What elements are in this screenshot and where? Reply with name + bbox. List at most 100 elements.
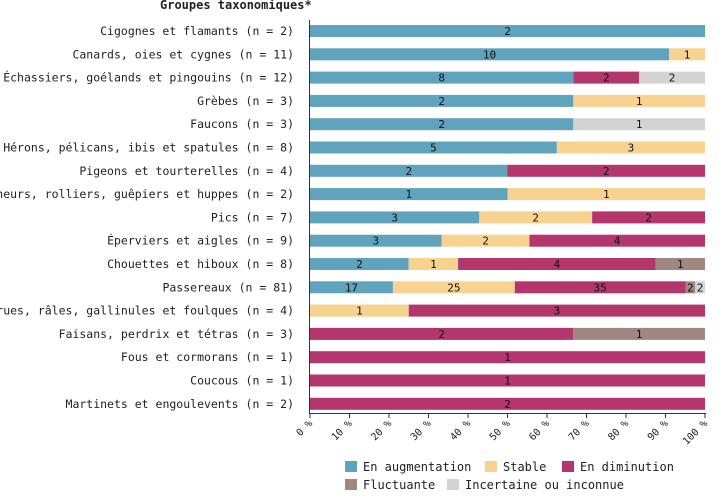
legend-swatch: [562, 461, 574, 472]
bar-segment: [310, 281, 393, 294]
category-label: Fous et cormorans (n = 1): [121, 350, 294, 364]
bar-segment: [573, 71, 640, 84]
x-axis-ticks: 0 % 10 % 20 % 30 % 40 % 50 % 60 % 70 % 80 % 90 % 1…: [295, 413, 710, 447]
bar-segment: [310, 71, 574, 84]
bar-segment: [310, 25, 705, 37]
legend-swatch: [345, 461, 357, 472]
bar-segment: [573, 327, 705, 340]
bar-segment: [310, 94, 574, 107]
data-label: 1: [636, 328, 643, 341]
category-label: Faucons (n = 3): [190, 117, 294, 131]
bar-segment: [639, 71, 705, 84]
chart-title: Groupes taxonomiques*: [160, 0, 312, 12]
category-label: Pigeons et tourterelles (n = 4): [79, 164, 294, 178]
data-label: 3: [628, 142, 635, 155]
bar-segment: [392, 281, 515, 294]
bars: [310, 25, 705, 410]
x-tick-label: 80 %: [606, 418, 631, 443]
legend-label: Stable: [503, 460, 546, 474]
bar-segment: [310, 351, 705, 364]
bar-segment: [310, 258, 409, 270]
bar-segment: [310, 48, 670, 61]
bar-segment: [310, 374, 705, 387]
data-label: 2: [405, 165, 412, 178]
data-label: 2: [504, 25, 511, 38]
data-labels: 210 18 2 22 12 15 32 21 13 2 23 2 42 1 4 117 25 35 2 21 32 11…: [345, 25, 704, 411]
data-label: 2: [603, 72, 610, 85]
category-label: Martins-pêcheurs, rolliers, guêpiers et …: [0, 187, 294, 201]
data-label: 2: [504, 398, 511, 411]
bar-segment: [458, 258, 656, 270]
data-label: 2: [687, 281, 694, 294]
x-tick-label: 100 %: [681, 418, 710, 447]
bar-segment: [573, 94, 705, 107]
x-tick-label: 50 %: [488, 418, 513, 443]
data-label: 1: [636, 118, 643, 131]
data-label: 1: [677, 258, 684, 271]
x-tick-label: 60 %: [527, 418, 552, 443]
bar-segment: [695, 281, 705, 294]
data-label: 1: [684, 48, 691, 61]
category-label: Martinets et engoulevents (n = 2): [66, 397, 294, 411]
data-label: 8: [438, 72, 445, 85]
legend-label: En augmentation: [363, 460, 471, 474]
bar-segment: [310, 211, 480, 224]
legend-label: Fluctuante: [363, 478, 435, 492]
category-label: Coucous (n = 1): [190, 374, 294, 388]
bar-segment: [441, 234, 530, 247]
data-label: 2: [438, 328, 445, 341]
data-label: 2: [438, 118, 445, 131]
category-label: Échassiers, goélands et pingouins (n = 1…: [3, 70, 294, 85]
data-label: 1: [636, 95, 643, 108]
category-label: Grues, râles, gallinules et foulques (n …: [0, 304, 294, 318]
data-label: 2: [645, 211, 652, 224]
bar-segment: [655, 258, 705, 270]
bar-segment: [507, 164, 705, 177]
x-tick-label: 90 %: [646, 418, 671, 443]
category-label: Passereaux (n = 81): [162, 280, 294, 294]
data-label: 1: [504, 375, 511, 388]
data-label: 2: [356, 258, 363, 271]
category-label: Pics (n = 7): [211, 210, 294, 224]
bar-segment: [408, 304, 705, 317]
x-tick-label: 70 %: [567, 418, 592, 443]
data-label: 2: [482, 235, 489, 248]
bar-segment: [310, 397, 705, 410]
x-tick-label: 20 %: [369, 418, 394, 443]
data-label: 25: [447, 281, 460, 294]
x-tick-label: 10 %: [330, 418, 355, 443]
category-label: Faisans, perdrix et tétras (n = 3): [59, 327, 294, 341]
category-label: Canards, oies et cygnes (n = 11): [72, 47, 294, 61]
bar-segment: [310, 141, 557, 154]
data-label: 1: [430, 258, 437, 271]
data-label: 5: [430, 142, 437, 155]
bar-segment: [310, 304, 409, 317]
bar-segment: [514, 281, 686, 294]
data-label: 1: [603, 188, 610, 201]
category-label: Cigognes et flamants (n = 2): [100, 24, 294, 38]
bar-segment: [479, 211, 593, 224]
category-label: Grèbes (n = 3): [197, 94, 294, 108]
legend-label: En diminution: [580, 460, 674, 474]
x-tick-label: 40 %: [448, 418, 473, 443]
data-label: 10: [483, 48, 496, 61]
data-label: 3: [391, 211, 398, 224]
legend-swatch: [345, 479, 357, 490]
category-label: Éperviers et aigles (n = 9): [107, 233, 294, 248]
bar-segment: [310, 234, 442, 247]
data-label: 1: [504, 351, 511, 364]
data-label: 3: [373, 235, 380, 248]
data-label: 2: [669, 72, 676, 85]
data-label: 2: [697, 281, 704, 294]
bar-segment: [408, 258, 459, 270]
bar-segment: [310, 164, 508, 177]
data-label: 2: [438, 95, 445, 108]
bar-segment: [592, 211, 705, 224]
legend: En augmentation Stable En diminution Fluctu…: [345, 460, 674, 492]
legend-swatch: [447, 479, 459, 490]
legend-swatch: [485, 461, 497, 472]
data-label: 2: [532, 211, 539, 224]
data-label: 35: [594, 281, 607, 294]
bar-segment: [310, 118, 574, 131]
